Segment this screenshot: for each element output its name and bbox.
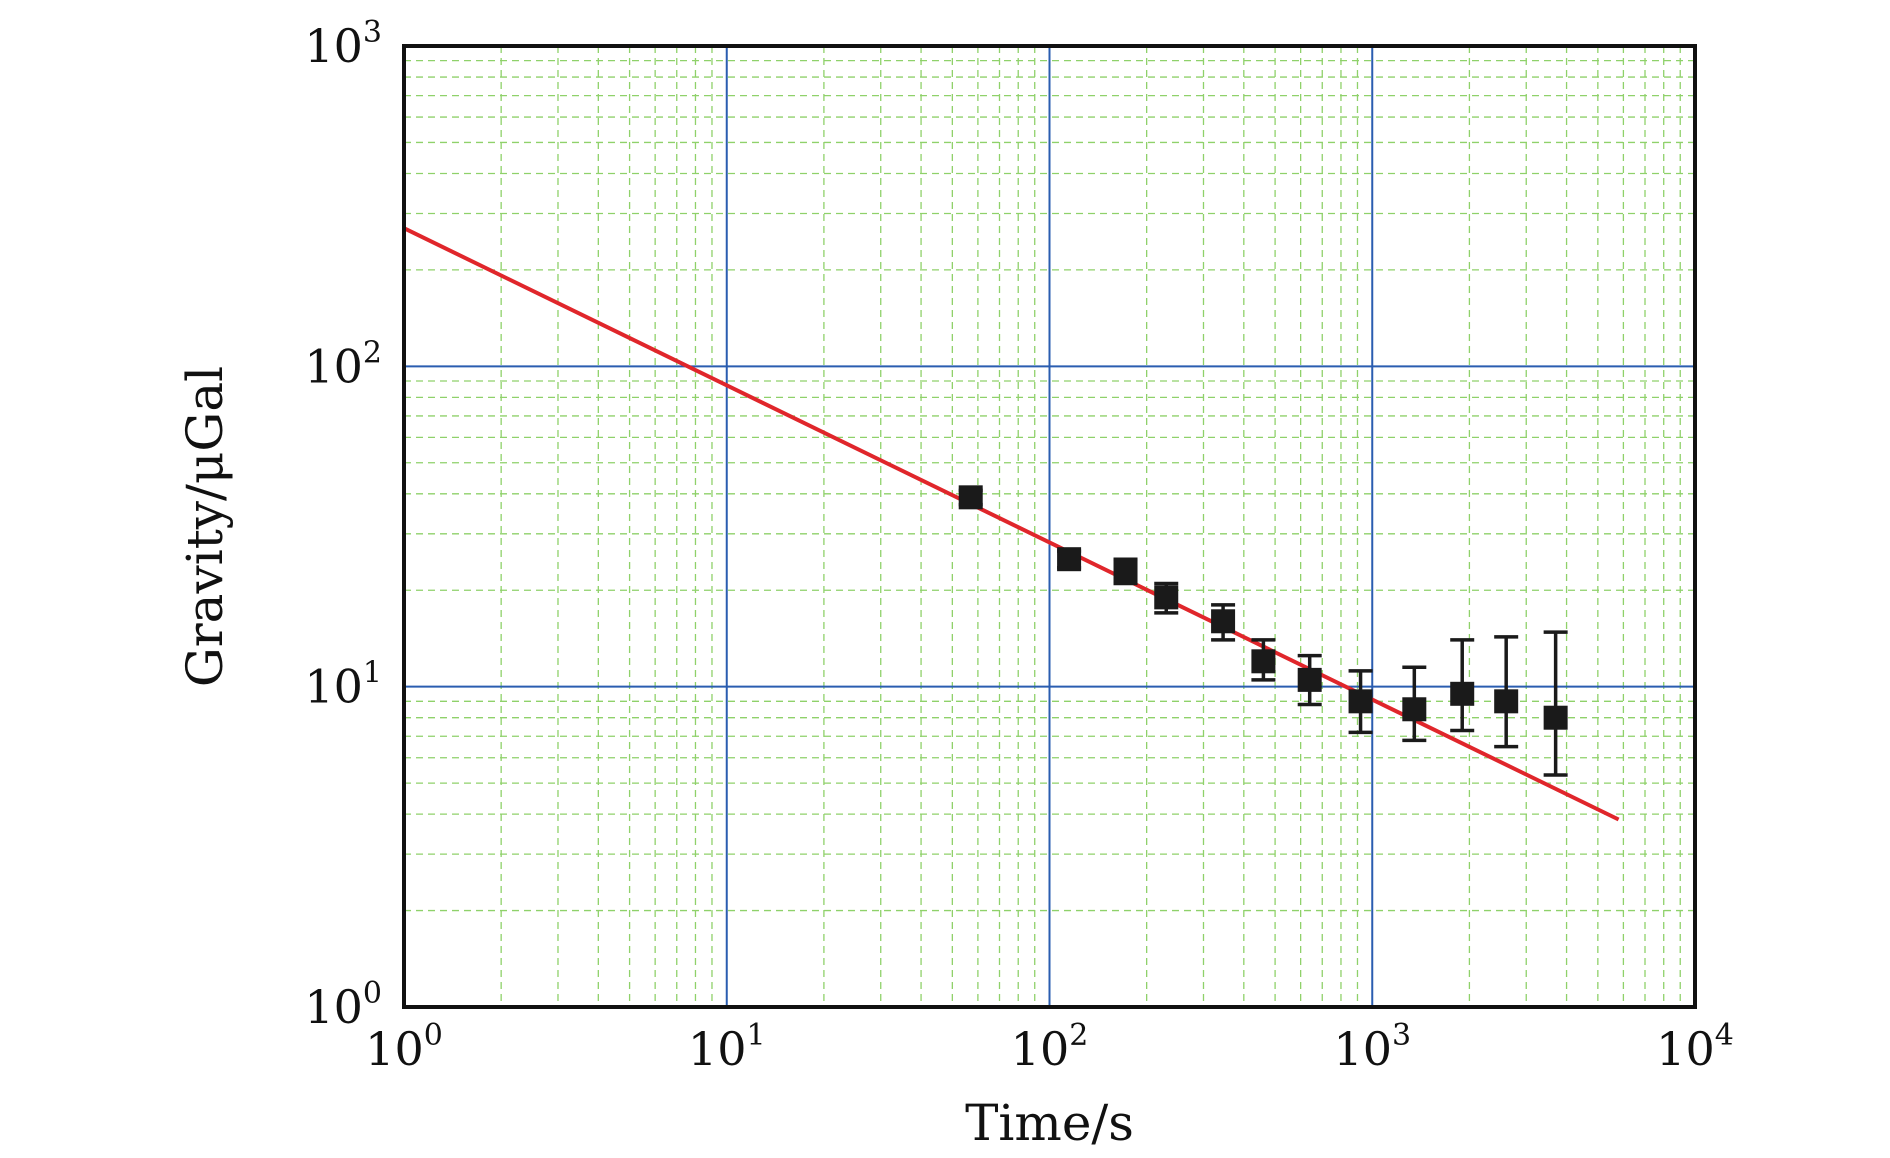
fit-line xyxy=(403,226,1620,822)
x-tick-labels: 100 101 102 103 104 xyxy=(365,1018,1734,1076)
x-tick-label: 104 xyxy=(1656,1018,1734,1076)
data-point xyxy=(958,485,983,510)
square-marker xyxy=(1113,558,1138,583)
square-marker xyxy=(1211,609,1236,634)
data-point xyxy=(1348,669,1373,735)
square-marker xyxy=(1494,689,1519,714)
x-tick-label: 102 xyxy=(1011,1018,1089,1076)
y-tick-label: 101 xyxy=(304,656,382,714)
square-marker xyxy=(1057,547,1082,572)
data-point xyxy=(1251,638,1276,682)
data-point xyxy=(1494,635,1519,749)
plot-frame xyxy=(402,44,1697,1009)
x-axis-label: Time/s xyxy=(965,1094,1134,1152)
data-point xyxy=(1402,665,1427,743)
data-point xyxy=(1057,547,1082,572)
data-point xyxy=(1211,603,1236,642)
data-point xyxy=(1297,653,1322,707)
x-tick-label: 103 xyxy=(1333,1018,1411,1076)
square-marker xyxy=(1348,689,1373,714)
square-marker xyxy=(1402,697,1427,722)
data-point xyxy=(1113,557,1138,586)
data-point xyxy=(1154,581,1179,615)
x-tick-label: 100 xyxy=(365,1018,443,1076)
y-tick-labels: 100 101 102 103 xyxy=(304,15,382,1034)
y-tick-label: 100 xyxy=(304,976,382,1034)
major-grid xyxy=(403,45,1696,1008)
data-point xyxy=(1543,630,1568,777)
square-marker xyxy=(1297,667,1322,692)
square-marker xyxy=(1450,681,1475,706)
y-tick-label: 103 xyxy=(304,15,382,73)
square-marker xyxy=(1251,649,1276,674)
x-tick-label: 101 xyxy=(688,1018,766,1076)
data-points xyxy=(958,485,1568,777)
square-marker xyxy=(1543,705,1568,730)
minor-grid xyxy=(404,46,1695,1007)
fit-line-layer xyxy=(403,226,1620,822)
square-marker xyxy=(1154,585,1179,610)
y-tick-label: 102 xyxy=(304,335,382,393)
y-axis-label: Gravity/μGal xyxy=(176,366,234,687)
data-point xyxy=(1450,638,1475,733)
square-marker xyxy=(958,485,983,510)
